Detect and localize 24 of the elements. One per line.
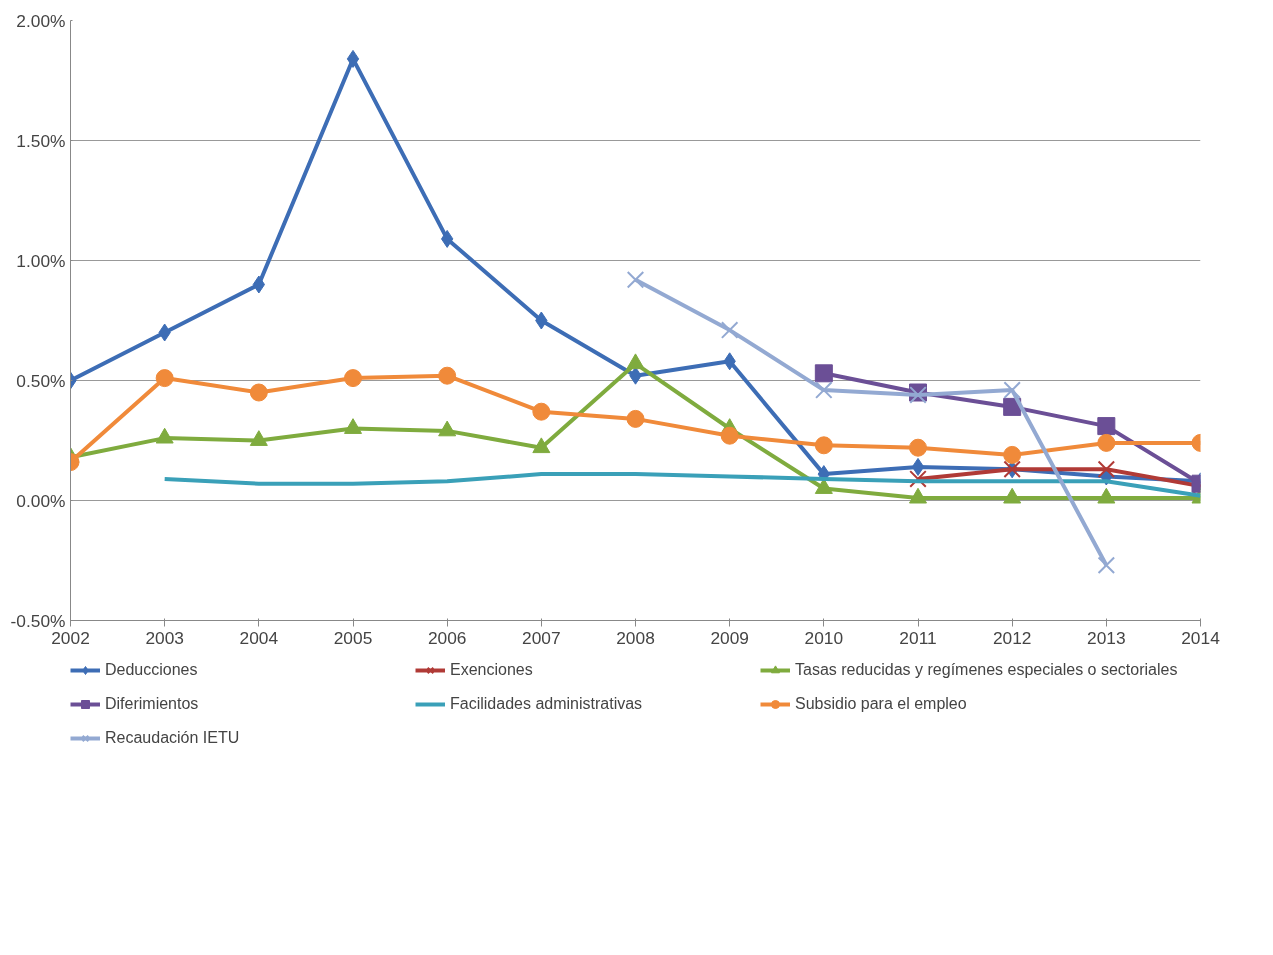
y-tick-label: 1.00% (16, 250, 66, 271)
y-tick-label: 0.00% (16, 490, 66, 511)
x-tick-label: 2007 (522, 627, 561, 648)
y-tick-label: 1.50% (16, 130, 66, 151)
x-tick-label: 2010 (804, 627, 844, 648)
x-tick-label: 2008 (616, 627, 655, 648)
legend-label: Facilidades administrativas (450, 695, 644, 713)
x-tick-label: 2009 (710, 627, 749, 648)
y-tick-label: 0.50% (16, 370, 66, 391)
x-tick-label: 2013 (1087, 627, 1126, 648)
legend-label: Exenciones (450, 661, 534, 679)
x-tick-label: 2006 (427, 627, 467, 648)
x-tick-label: 2004 (239, 627, 279, 648)
x-tick-label: 2012 (992, 627, 1032, 648)
x-tick-label: 2011 (899, 627, 937, 648)
legend-label: Diferimientos (105, 695, 200, 713)
x-tick-label: 2003 (145, 627, 184, 648)
x-tick-label: 2005 (333, 627, 373, 648)
x-tick-label: 2014 (1181, 627, 1221, 648)
y-tick-label: 2.00% (16, 10, 66, 31)
legend-label: Recaudación IETU (105, 729, 241, 747)
legend-label: Tasas reducidas y regímenes especiales o sectoriales (795, 661, 1178, 679)
legend-label: Subsidio para el empleo (795, 695, 968, 713)
legend-label: Deducciones (105, 661, 199, 679)
